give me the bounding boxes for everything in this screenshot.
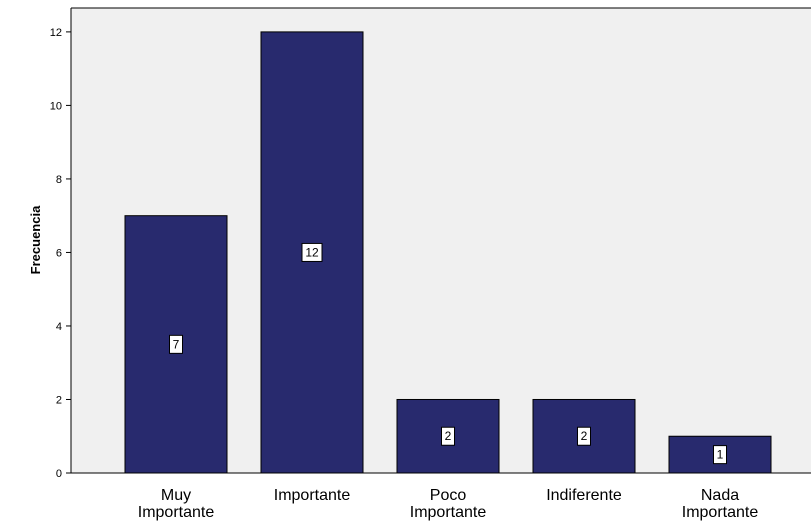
y-tick-label: 10 <box>50 100 62 112</box>
data-label: 2 <box>445 429 452 443</box>
y-tick-label: 2 <box>56 394 62 406</box>
data-label-box <box>577 426 591 446</box>
data-label: 12 <box>305 245 319 259</box>
y-tick-label: 0 <box>56 468 62 480</box>
data-label: 7 <box>173 337 180 351</box>
y-ticks-layer: 0 2 4 6 8 10 12 <box>50 27 71 480</box>
x-labels-layer: Muy Importante Importante Poco Importante Ind… <box>138 487 759 521</box>
data-label: 2 <box>581 429 588 443</box>
x-tick-label: Indiferente <box>546 487 622 504</box>
data-label: 1 <box>717 448 724 462</box>
y-axis-title: Frecuencia <box>28 205 43 274</box>
y-tick-label: 4 <box>56 321 62 333</box>
data-label-box <box>441 426 455 446</box>
data-label-box <box>301 242 323 262</box>
y-tick-label: 6 <box>56 247 62 259</box>
x-tick-label: Importante <box>274 487 351 504</box>
data-label-box <box>713 445 727 465</box>
data-label-box <box>169 334 183 354</box>
data-labels-layer: 7 12 2 2 1 <box>169 242 727 465</box>
y-tick-label: 12 <box>50 27 62 39</box>
x-tick-label: Nada Importante <box>682 487 759 521</box>
y-tick-label: 8 <box>56 174 62 186</box>
x-tick-label: Muy Importante <box>138 487 215 521</box>
x-tick-label: Poco Importante <box>410 487 487 521</box>
